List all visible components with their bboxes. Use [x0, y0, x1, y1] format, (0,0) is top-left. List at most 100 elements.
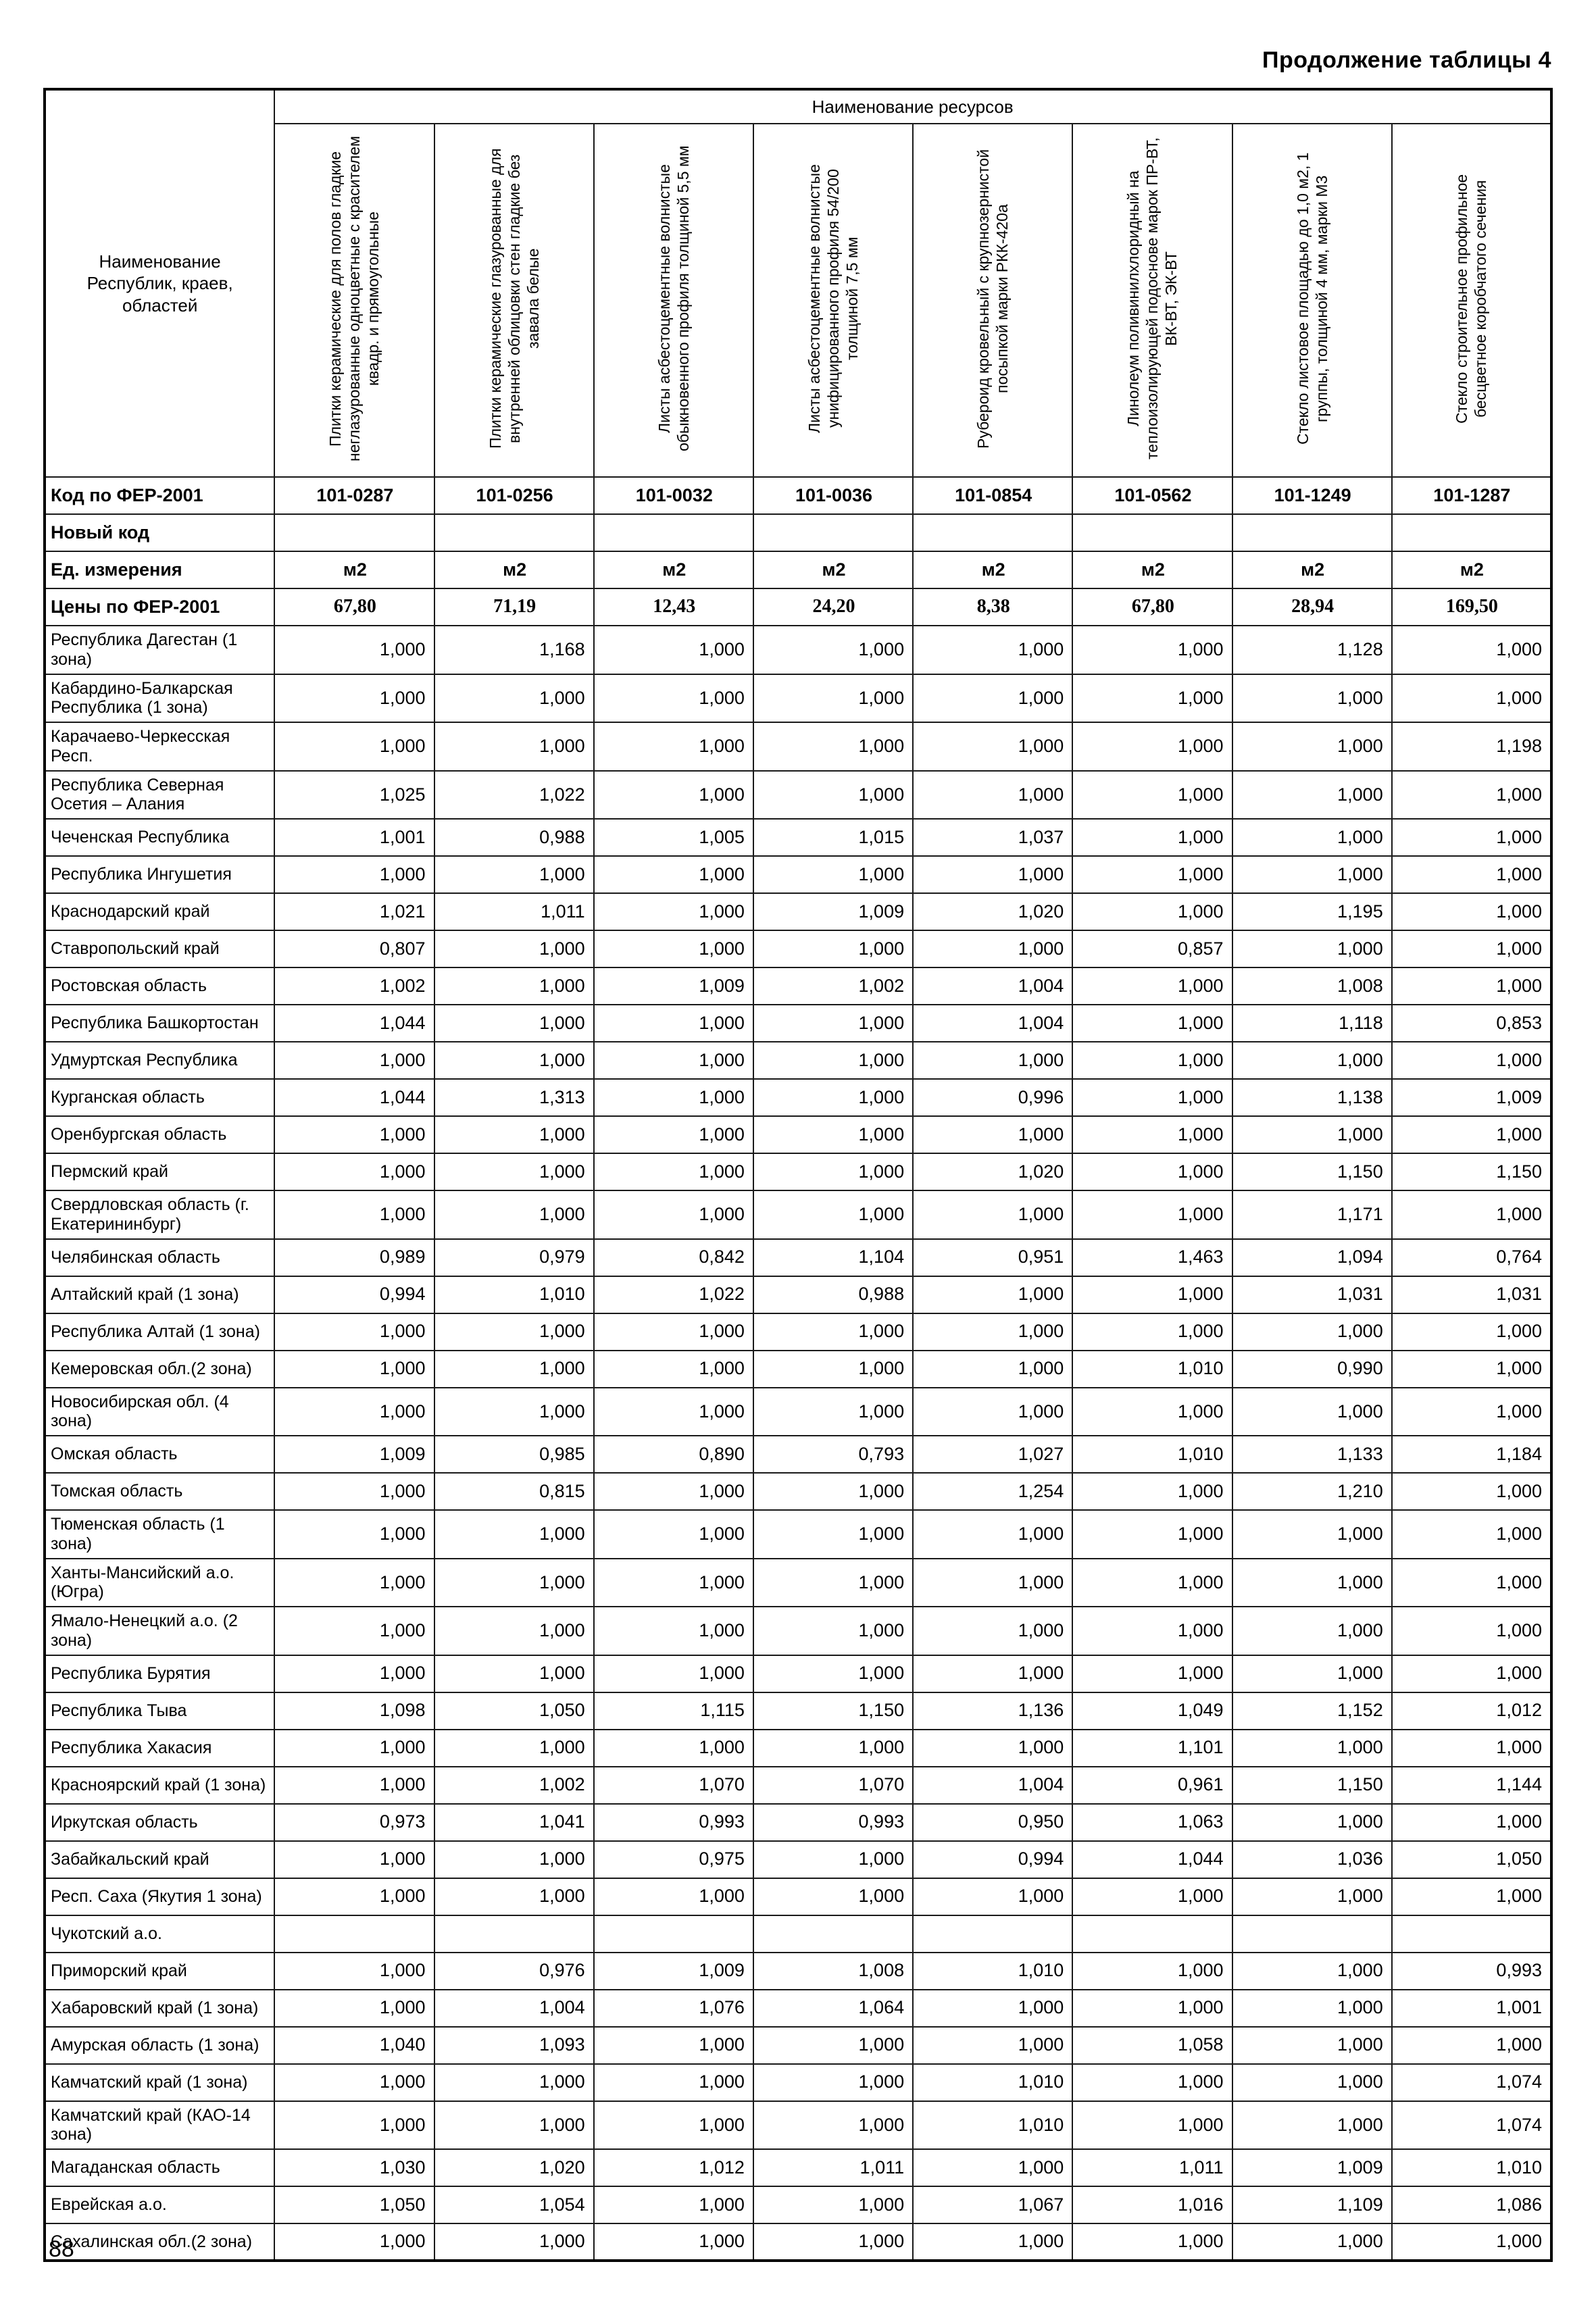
- value-cell: 1,000: [912, 1041, 1074, 1080]
- value-cell: 1,000: [752, 1349, 914, 1388]
- value-cell: 101-1249: [1231, 476, 1393, 515]
- value-cell: 1,000: [433, 1557, 595, 1607]
- value-cell: 1,010: [1072, 1435, 1233, 1474]
- value-cell: 1,000: [912, 1988, 1074, 2028]
- value-cell: 1,000: [593, 1654, 754, 1693]
- value-cell: 1,000: [593, 1078, 754, 1117]
- value-cell: 0,985: [433, 1435, 595, 1474]
- row-label: Чеченская Республика: [43, 818, 276, 857]
- value-cell: 1,076: [593, 1988, 754, 2028]
- table-row: Челябинская область 0,989 0,979 0,842 1,104 0…: [43, 1238, 1553, 1277]
- value-cell: 1,000: [1391, 1041, 1553, 1080]
- table-row: Ставропольский край 0,807 1,000 1,000 1,000 1…: [43, 930, 1553, 968]
- value-cell: 1,000: [593, 673, 754, 723]
- value-cell: 1,010: [1072, 1349, 1233, 1388]
- value-cell: 1,000: [752, 1840, 914, 1879]
- value-cell: 1,198: [1391, 722, 1553, 772]
- row-label: Республика Башкортостан: [43, 1004, 276, 1042]
- table-row: Новосибирская обл. (4 зона) 1,000 1,000 1,0…: [43, 1386, 1553, 1436]
- row-label: Ед. измерения: [43, 551, 276, 589]
- value-cell: 1,000: [1231, 1951, 1393, 1990]
- value-cell: 1,000: [1072, 1275, 1233, 1314]
- value-cell: 1,000: [1072, 2063, 1233, 2102]
- row-label: Кемеровская обл.(2 зона): [43, 1349, 276, 1388]
- row-label: Еврейская а.о.: [43, 2186, 276, 2224]
- value-cell: 1,009: [593, 1951, 754, 1990]
- value-cell: 1,000: [1072, 722, 1233, 772]
- value-cell: [274, 1914, 435, 1953]
- table-row: Республика Башкортостан 1,044 1,000 1,000 1,…: [43, 1004, 1553, 1042]
- value-cell: 1,000: [274, 673, 435, 723]
- value-cell: 1,000: [1231, 855, 1393, 894]
- value-cell: 1,000: [1072, 1654, 1233, 1693]
- table-row: Камчатский край (КАО-14 зона) 1,000 1,000 1…: [43, 2100, 1553, 2150]
- value-cell: 1,000: [912, 2223, 1074, 2261]
- value-cell: 1,000: [274, 1606, 435, 1656]
- resources-header-row: Наименование Республик, краев, областей …: [43, 89, 1552, 478]
- column-header-label: Линолеум поливинилхлоридный на теплоизол…: [1124, 137, 1180, 460]
- table-row: Карачаево-Черкесская Респ. 1,000 1,000 1,00…: [43, 722, 1553, 772]
- column-header-label: Листы асбестоцементные волнистые унифици…: [805, 164, 862, 433]
- value-cell: м2: [433, 551, 595, 589]
- value-cell: 1,027: [912, 1435, 1074, 1474]
- value-cell: 1,070: [752, 1765, 914, 1805]
- value-cell: 1,000: [274, 1153, 435, 1191]
- value-cell: 1,254: [912, 1472, 1074, 1511]
- table-row: Хабаровский край (1 зона) 1,000 1,004 1,076…: [43, 1988, 1553, 2028]
- value-cell: 1,010: [912, 2063, 1074, 2102]
- value-cell: 1,000: [1072, 1509, 1233, 1559]
- row-label: Удмуртская Республика: [43, 1041, 276, 1080]
- table-row: Свердловская область (г. Екатерининбург)…: [43, 1190, 1553, 1240]
- value-cell: 0,857: [1072, 930, 1233, 968]
- row-label: Республика Ингушетия: [43, 855, 276, 894]
- value-cell: 1,168: [433, 625, 595, 675]
- value-cell: 1,000: [1072, 1557, 1233, 1607]
- value-cell: м2: [1231, 551, 1393, 589]
- value-cell: 1,000: [1391, 1877, 1553, 1916]
- value-cell: 1,009: [752, 892, 914, 931]
- value-cell: 1,000: [1231, 1877, 1393, 1916]
- value-cell: 1,000: [1391, 1654, 1553, 1693]
- value-cell: 1,000: [433, 1190, 595, 1240]
- value-cell: 0,988: [752, 1275, 914, 1314]
- value-cell: [1391, 513, 1553, 552]
- value-cell: 1,037: [912, 818, 1074, 857]
- value-cell: [433, 1914, 595, 1953]
- value-cell: 1,000: [912, 1606, 1074, 1656]
- value-cell: 1,000: [752, 1654, 914, 1693]
- value-cell: [1231, 513, 1393, 552]
- value-cell: 0,842: [593, 1238, 754, 1277]
- value-cell: 1,015: [752, 818, 914, 857]
- value-cell: 1,011: [752, 2148, 914, 2187]
- value-cell: 0,996: [912, 1078, 1074, 1117]
- value-cell: м2: [1391, 551, 1553, 589]
- value-cell: 169,50: [1391, 588, 1553, 626]
- value-cell: 1,000: [1231, 2100, 1393, 2150]
- row-label: Курганская область: [43, 1078, 276, 1117]
- row-label: Чукотский а.о.: [43, 1914, 276, 1953]
- value-cell: 1,000: [752, 855, 914, 894]
- value-cell: 1,000: [433, 1153, 595, 1191]
- value-cell: 1,000: [1391, 1557, 1553, 1607]
- value-cell: 1,074: [1391, 2063, 1553, 2102]
- value-cell: м2: [912, 551, 1074, 589]
- row-label: Цены по ФЕР-2001: [43, 588, 276, 626]
- value-cell: 1,000: [274, 1041, 435, 1080]
- row-label: Сахалинская обл.(2 зона): [43, 2223, 276, 2261]
- value-cell: 1,000: [752, 1153, 914, 1191]
- value-cell: 1,000: [752, 1078, 914, 1117]
- value-cell: 1,000: [752, 1509, 914, 1559]
- value-cell: 1,004: [433, 1988, 595, 2028]
- value-cell: 1,000: [1391, 1606, 1553, 1656]
- value-cell: 1,000: [274, 1312, 435, 1351]
- value-cell: 1,000: [1231, 2223, 1393, 2261]
- value-cell: 1,000: [912, 855, 1074, 894]
- value-cell: 1,000: [1231, 722, 1393, 772]
- value-cell: 1,000: [1231, 1988, 1393, 2028]
- value-cell: 1,000: [912, 930, 1074, 968]
- value-cell: 1,000: [593, 1153, 754, 1191]
- value-cell: 1,184: [1391, 1435, 1553, 1474]
- row-label: Республика Северная Осетия – Алания: [43, 770, 276, 820]
- value-cell: 1,000: [433, 1877, 595, 1916]
- value-cell: 1,050: [274, 2186, 435, 2224]
